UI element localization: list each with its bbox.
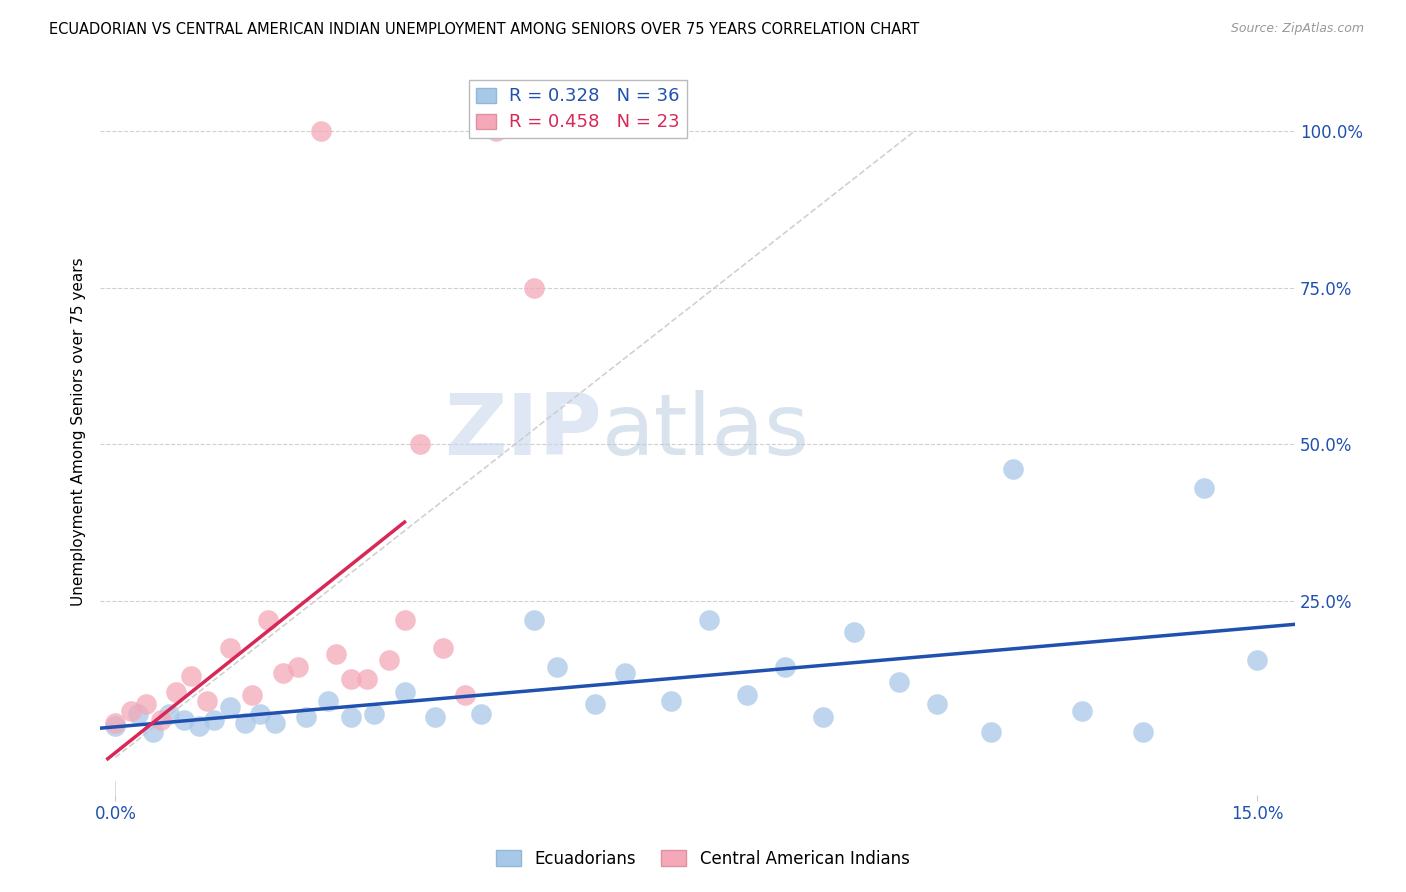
Text: ZIP: ZIP <box>444 391 602 474</box>
Point <box>218 640 240 655</box>
Point <box>150 713 173 727</box>
Point <box>842 625 865 640</box>
Point <box>394 613 416 627</box>
Point <box>614 665 637 680</box>
Point <box>271 665 294 680</box>
Point <box>470 706 492 721</box>
Point <box>165 684 187 698</box>
Point <box>142 725 165 739</box>
Point <box>485 124 508 138</box>
Point <box>523 613 546 627</box>
Point <box>423 710 446 724</box>
Point <box>356 672 378 686</box>
Point <box>409 437 432 451</box>
Point <box>1002 462 1025 476</box>
Point <box>202 713 225 727</box>
Text: Source: ZipAtlas.com: Source: ZipAtlas.com <box>1230 22 1364 36</box>
Point <box>340 710 363 724</box>
Point <box>180 669 202 683</box>
Point <box>240 688 263 702</box>
Point <box>218 700 240 714</box>
Legend: R = 0.328   N = 36, R = 0.458   N = 23: R = 0.328 N = 36, R = 0.458 N = 23 <box>470 80 686 138</box>
Point <box>104 719 127 733</box>
Point <box>432 640 454 655</box>
Point <box>157 706 180 721</box>
Point <box>318 694 340 708</box>
Point <box>363 706 385 721</box>
Point <box>249 706 271 721</box>
Point <box>773 659 796 673</box>
Point <box>546 659 568 673</box>
Point <box>454 688 477 702</box>
Point <box>1192 481 1215 495</box>
Text: ECUADORIAN VS CENTRAL AMERICAN INDIAN UNEMPLOYMENT AMONG SENIORS OVER 75 YEARS C: ECUADORIAN VS CENTRAL AMERICAN INDIAN UN… <box>49 22 920 37</box>
Point <box>173 713 195 727</box>
Point <box>889 675 911 690</box>
Point <box>340 672 363 686</box>
Point <box>188 719 211 733</box>
Point <box>195 694 218 708</box>
Point <box>1246 653 1268 667</box>
Point <box>120 704 142 718</box>
Legend: Ecuadorians, Central American Indians: Ecuadorians, Central American Indians <box>489 844 917 875</box>
Point <box>394 684 416 698</box>
Point <box>523 281 546 295</box>
Text: atlas: atlas <box>602 391 810 474</box>
Point <box>697 613 720 627</box>
Point <box>233 716 256 731</box>
Point <box>256 613 278 627</box>
Y-axis label: Unemployment Among Seniors over 75 years: Unemployment Among Seniors over 75 years <box>72 258 86 606</box>
Point <box>583 698 606 712</box>
Point <box>104 716 127 731</box>
Point <box>735 688 758 702</box>
Point <box>294 710 316 724</box>
Point <box>309 124 332 138</box>
Point <box>325 647 347 661</box>
Point <box>659 694 682 708</box>
Point <box>980 725 1002 739</box>
Point <box>135 698 157 712</box>
Point <box>264 716 287 731</box>
Point <box>811 710 834 724</box>
Point <box>1132 725 1154 739</box>
Point <box>1071 704 1094 718</box>
Point <box>127 706 149 721</box>
Point <box>378 653 401 667</box>
Point <box>287 659 309 673</box>
Point <box>927 698 949 712</box>
